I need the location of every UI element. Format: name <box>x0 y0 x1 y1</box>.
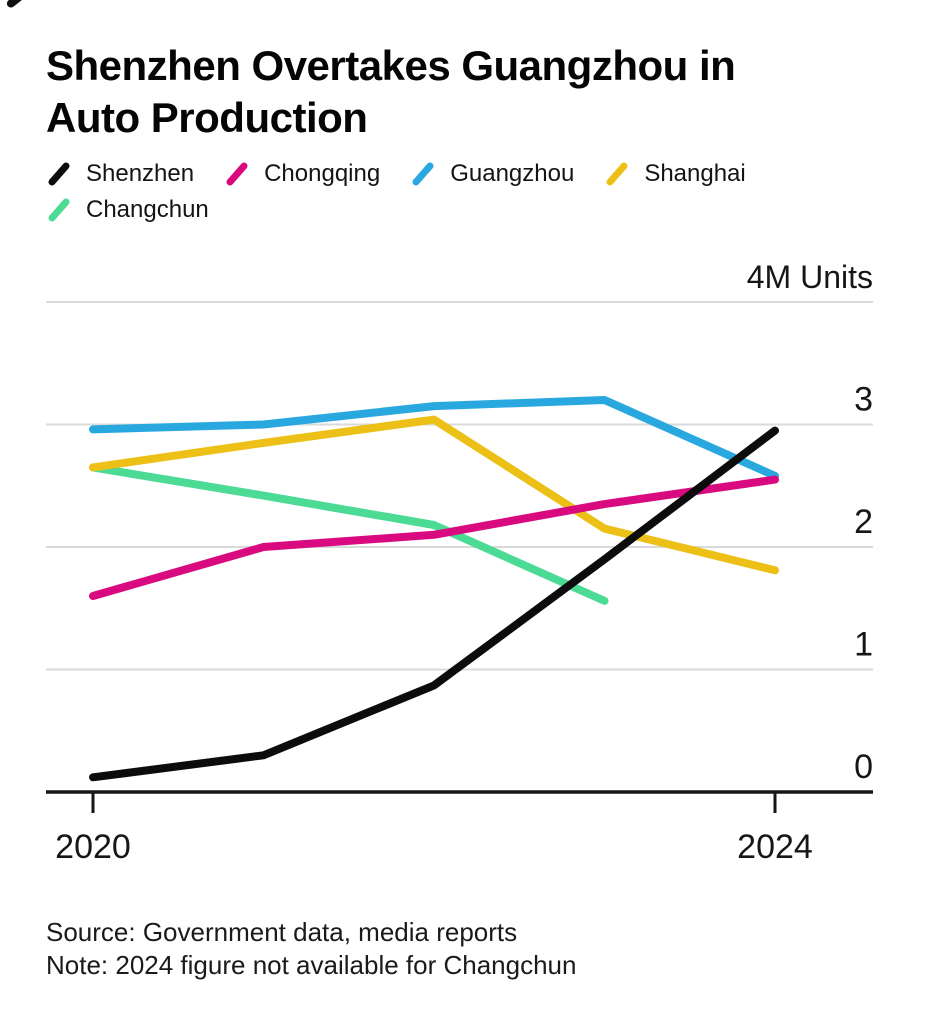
legend-item-chongqing: Chongqing <box>224 160 380 188</box>
legend-row: Shenzhen Chongqing Guangzhou Shanghai <box>46 160 876 188</box>
y-axis-label-1: 1 <box>854 626 873 664</box>
legend-label: Changchun <box>86 196 209 223</box>
chart-title: Shenzhen Overtakes Guangzhou in Auto Pro… <box>46 40 886 144</box>
y-axis-label-0: 0 <box>854 748 873 786</box>
x-axis-label-2020: 2020 <box>55 828 131 866</box>
legend-item-changchun: Changchun <box>46 196 209 224</box>
legend-label: Chongqing <box>264 160 381 187</box>
x-axis-label-2024: 2024 <box>737 828 813 866</box>
chart-title-line2: Auto Production <box>46 94 368 142</box>
legend: Shenzhen Chongqing Guangzhou Shanghai Changc… <box>46 160 876 224</box>
source-note: Source: Government data, media reports <box>46 917 518 947</box>
legend-label: Shenzhen <box>86 160 195 187</box>
series-line-chongqing <box>89 475 779 600</box>
y-axis-label-2: 2 <box>854 503 873 541</box>
slash-marker-icon <box>606 162 628 186</box>
data-note: Note: 2024 figure not available for Chan… <box>46 950 577 981</box>
series-line-shenzhen <box>89 426 779 782</box>
slash-marker-icon <box>412 162 434 186</box>
series-line-shanghai <box>89 415 779 575</box>
y-axis-label-4: 4M Units <box>747 259 873 295</box>
slash-marker-icon <box>226 162 248 186</box>
y-axis-label-3: 3 <box>854 381 873 419</box>
legend-item-shanghai: Shanghai <box>604 160 746 188</box>
cropped-glyph-artifact <box>5 0 31 10</box>
chart-title-line1: Shenzhen Overtakes Guangzhou in <box>46 42 736 89</box>
legend-item-guangzhou: Guangzhou <box>410 160 574 188</box>
slash-marker-icon <box>48 198 70 222</box>
legend-row: Changchun <box>46 196 876 224</box>
series-line-changchun <box>89 463 609 605</box>
legend-item-shenzhen: Shenzhen <box>46 160 194 188</box>
series-line-guangzhou <box>89 396 779 480</box>
legend-label: Guangzhou <box>450 160 575 187</box>
legend-label: Shanghai <box>644 160 746 187</box>
slash-marker-icon <box>48 162 70 186</box>
chart-footer: Source: Government data, media reports N… <box>46 916 886 983</box>
